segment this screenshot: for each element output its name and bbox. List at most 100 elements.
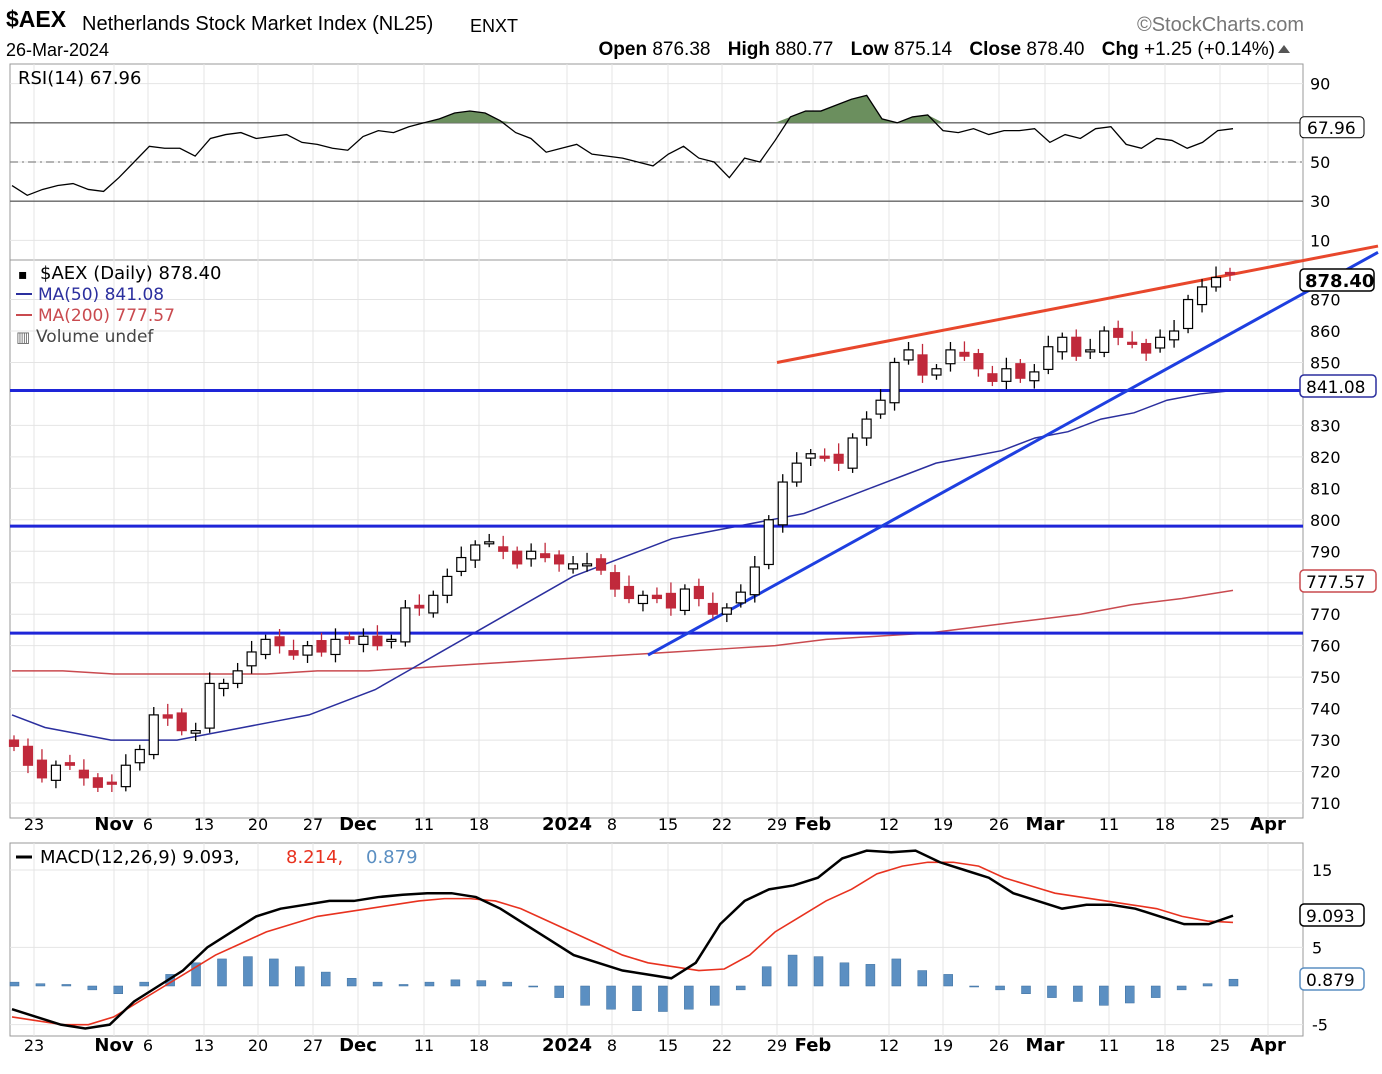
close-value: 878.40 <box>1026 39 1085 60</box>
macd-histogram-bar <box>1125 985 1135 1004</box>
candle-body <box>833 453 844 464</box>
macd-histogram-bar <box>61 984 72 987</box>
x-tick-label: Feb <box>795 814 832 835</box>
candle-body <box>1099 330 1110 353</box>
candle-body <box>148 714 159 756</box>
macd-histogram-bar <box>320 971 331 987</box>
x-tick-label: 19 <box>933 1036 953 1055</box>
candle-body <box>1141 342 1152 354</box>
candle-body <box>50 764 62 781</box>
ma50-last-value-box <box>1299 374 1377 398</box>
candle-body <box>987 373 998 382</box>
rsi-overbought-fill <box>897 114 944 123</box>
macd-histogram-bar <box>243 956 253 987</box>
x-tick-label: 18 <box>469 1036 489 1055</box>
macd-histogram-bar <box>1228 978 1239 987</box>
candle-body <box>106 781 117 785</box>
x-tick-label: 11 <box>1099 1036 1119 1055</box>
up-arrow-icon <box>1278 45 1290 53</box>
macd-histogram-bar <box>295 966 305 987</box>
macd-hist-last-value: 0.879 <box>1306 971 1355 991</box>
price-y-tick: 770 <box>1310 605 1341 624</box>
price-y-tick: 850 <box>1310 353 1341 372</box>
candle-body <box>414 604 425 609</box>
x-tick-label: Nov <box>94 814 133 835</box>
macd-histogram-bar <box>35 983 46 987</box>
macd-histogram-bar <box>191 962 201 987</box>
candle-body <box>8 739 20 747</box>
x-tick-label: 20 <box>248 815 268 834</box>
rsi-legend: RSI(14) 67.96 <box>18 68 141 89</box>
macd-histogram-bar <box>839 962 850 987</box>
candle-body <box>931 368 942 376</box>
macd-histogram-bar <box>761 966 772 987</box>
macd-histogram-bar <box>580 985 590 1006</box>
x-tick-label: Feb <box>795 1035 832 1056</box>
candle-body <box>1113 327 1124 338</box>
x-tick-label: 23 <box>24 1036 44 1055</box>
macd-y-tick: 5 <box>1312 938 1322 957</box>
candle-body <box>442 575 453 596</box>
macd-histogram-bar <box>217 958 227 987</box>
price-y-tick: 810 <box>1310 479 1341 498</box>
macd-histogram-bar <box>502 981 513 987</box>
exchange: ENXT <box>470 16 519 36</box>
x-tick-label: 2024 <box>542 1035 592 1056</box>
candle-body <box>693 585 704 600</box>
candle-body <box>386 638 397 642</box>
candle-body <box>637 594 649 605</box>
volume-legend-icon: ▥ <box>16 328 30 346</box>
candle-body <box>959 351 970 357</box>
candle-body <box>623 585 635 600</box>
candle-body <box>1001 368 1012 382</box>
candle-body <box>609 572 621 590</box>
candle-body <box>526 550 537 560</box>
candle-body <box>302 645 313 656</box>
candle-body <box>204 682 215 729</box>
candle-body <box>218 682 229 690</box>
rsi-y-tick: 10 <box>1310 231 1330 250</box>
candle-body <box>64 762 76 766</box>
x-tick-label: Mar <box>1026 1035 1065 1056</box>
candle-body <box>176 712 187 732</box>
x-tick-label: 13 <box>194 815 214 834</box>
candle-body <box>875 399 886 415</box>
rsi-line <box>11 94 1234 197</box>
x-tick-label: 15 <box>658 1036 678 1055</box>
x-tick-label: 27 <box>303 1036 323 1055</box>
macd-histogram-bar <box>1202 983 1213 987</box>
ma50-legend: MA(50) 841.08 <box>38 285 164 305</box>
x-tick-label: 25 <box>1210 1036 1230 1055</box>
copyright[interactable]: ©StockCharts.com <box>1136 14 1304 36</box>
candle-body <box>484 541 495 545</box>
x-tick-label: 20 <box>248 1036 268 1055</box>
candle-body <box>679 588 690 612</box>
close-label: Close <box>969 39 1022 60</box>
candle-body <box>36 759 48 779</box>
price-y-tick: 730 <box>1310 731 1341 750</box>
candle-body <box>1224 271 1236 276</box>
x-tick-label: 15 <box>658 815 678 834</box>
x-tick-label: 18 <box>469 815 489 834</box>
macd-signal-line <box>11 861 1234 1026</box>
support-trendline <box>647 251 1379 657</box>
x-tick-label: 11 <box>414 815 434 834</box>
macd-histogram-bar <box>658 985 668 1012</box>
macd-hist-last-value-box <box>1299 967 1365 991</box>
macd-histogram-bar <box>269 958 279 987</box>
ma50-last-value: 841.08 <box>1306 378 1365 398</box>
x-tick-label: 11 <box>1099 815 1119 834</box>
x-tick-label: 8 <box>607 815 617 834</box>
high-label: High <box>727 39 770 60</box>
x-tick-label: 2024 <box>542 814 592 835</box>
candle-body <box>232 670 243 685</box>
macd-histogram-bar <box>1176 985 1187 991</box>
rsi-y-tick: 90 <box>1310 75 1330 94</box>
x-tick-label: Mar <box>1026 814 1065 835</box>
candle-body <box>134 748 145 764</box>
macd-histogram-bar <box>787 954 798 987</box>
macd-histogram-bar <box>346 978 357 987</box>
ma200-last-value-box <box>1299 569 1377 593</box>
ma200-last-value: 777.57 <box>1306 573 1365 593</box>
candle-body <box>735 591 746 604</box>
